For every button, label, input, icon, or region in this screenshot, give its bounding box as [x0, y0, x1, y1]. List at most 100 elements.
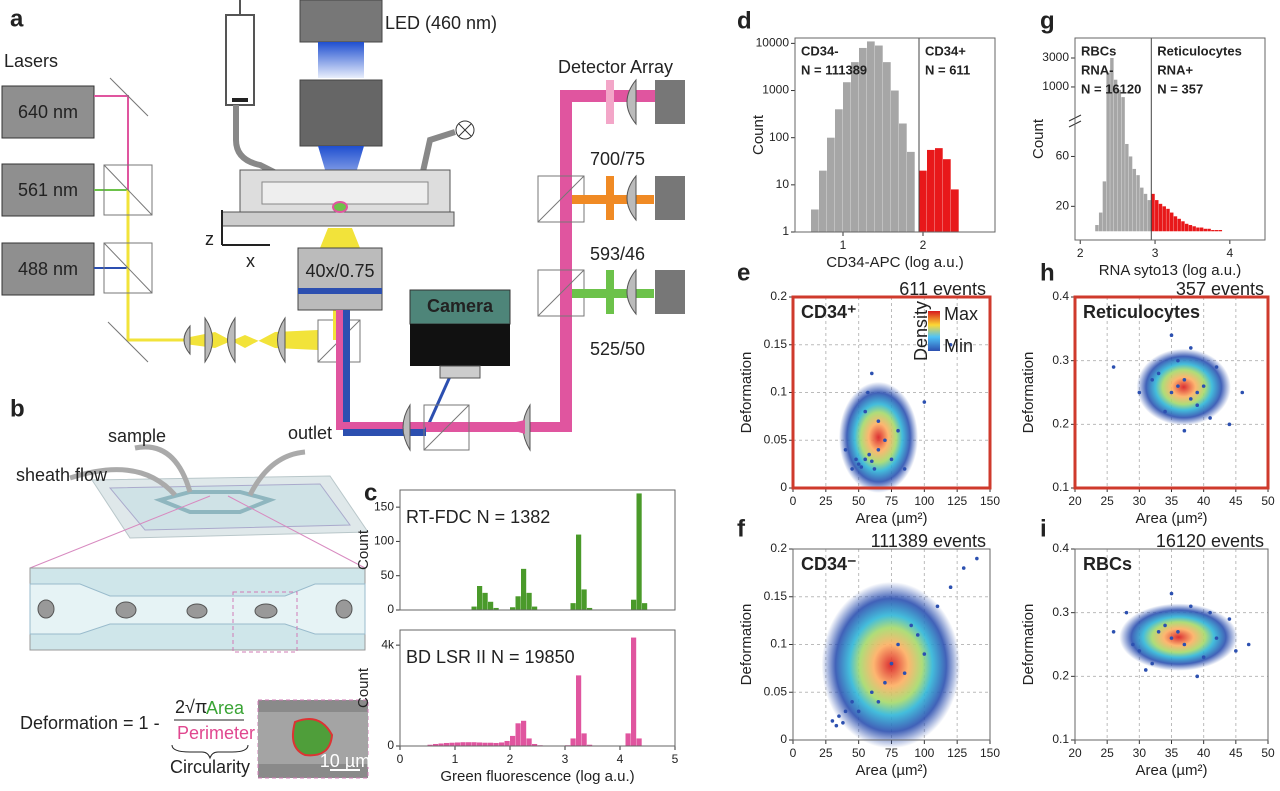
- series-annotation: RNA+: [1157, 62, 1193, 77]
- schematic-shape: [606, 80, 614, 124]
- scatter-point: [834, 723, 839, 728]
- scatter-point: [1150, 661, 1154, 666]
- scatter-point: [902, 671, 907, 675]
- scatter-point: [870, 459, 874, 464]
- histogram-bar: [488, 601, 494, 610]
- scatter-point: [856, 462, 861, 466]
- schematic-shape: [320, 228, 360, 248]
- filter-label: 593/46: [590, 244, 645, 264]
- x-tick-label: 150: [980, 494, 1000, 508]
- y-tick-label: 0.1: [770, 385, 787, 399]
- scatter-point: [850, 467, 854, 471]
- histogram-bar: [1125, 143, 1129, 232]
- histogram-bar: [636, 738, 642, 746]
- scatter-point: [1201, 384, 1206, 388]
- histogram-bar: [499, 742, 505, 746]
- histogram-bar: [631, 637, 637, 746]
- plot-frame: [1073, 295, 1270, 490]
- histogram-bar: [1106, 72, 1110, 232]
- scatter-point: [961, 566, 966, 570]
- plot-frame: [1074, 548, 1269, 741]
- x-tick-label: 20: [1068, 746, 1082, 760]
- scatter-point: [863, 409, 868, 414]
- scatter-point: [1131, 642, 1135, 647]
- schematic-shape: [426, 422, 566, 432]
- formula-denominator: Perimeter: [177, 723, 255, 743]
- histogram-bar: [1196, 227, 1200, 232]
- plot-frame: [399, 489, 676, 611]
- scatter-point: [876, 700, 881, 704]
- panel-label: h: [1040, 259, 1055, 286]
- scatter-point: [876, 448, 881, 452]
- objective-label: 40x/0.75: [305, 261, 374, 281]
- y-axis-label: Count: [355, 529, 372, 570]
- histogram-bar: [1155, 200, 1159, 232]
- histogram-bar: [943, 159, 951, 232]
- chip-shape: [171, 744, 249, 760]
- series-annotation: Reticulocytes: [1157, 43, 1242, 58]
- x-tick-label: 2: [1077, 246, 1084, 260]
- x-axis-label: Area (µm²): [856, 762, 928, 779]
- histogram-bar: [1136, 175, 1140, 232]
- histogram-bar: [951, 189, 959, 232]
- formula: Deformation = 1 -: [20, 713, 160, 733]
- scatter-point: [909, 623, 913, 628]
- scatter-point: [883, 438, 887, 443]
- event-count: 16120 events: [1156, 531, 1264, 551]
- scatter-point: [1227, 422, 1232, 427]
- histogram-bar: [927, 149, 935, 232]
- schematic-shape: [107, 321, 149, 363]
- schematic-shape: [560, 92, 572, 432]
- y-tick-label: 0.2: [770, 541, 787, 555]
- scatter-point: [841, 721, 845, 725]
- scatter-point: [1182, 377, 1187, 382]
- histogram-bar: [587, 744, 593, 746]
- histogram-bar: [504, 740, 510, 746]
- scale-bar-label: 10 µm: [320, 751, 370, 771]
- panel-label: c: [364, 479, 377, 506]
- chip-shape: [227, 495, 366, 569]
- scatter-point: [1176, 629, 1180, 634]
- density-min: Min: [944, 336, 973, 356]
- histogram-bar: [1173, 216, 1178, 232]
- histogram-bar: [1181, 221, 1185, 232]
- y-tick-label: 0.3: [1052, 605, 1069, 619]
- histogram-bar: [1218, 230, 1223, 232]
- scatter-point: [1214, 365, 1219, 369]
- schematic-shape: [233, 105, 302, 188]
- histogram-bar: [471, 742, 477, 746]
- histogram-bar: [1102, 181, 1107, 232]
- y-tick-label: 0.4: [1052, 289, 1069, 303]
- histogram-bar: [532, 606, 538, 610]
- scatter-point: [1234, 649, 1238, 653]
- x-axis-label: RNA syto13 (log a.u.): [1099, 262, 1242, 279]
- schematic-shape: [606, 270, 614, 314]
- y-tick-label: 0.3: [1052, 353, 1069, 367]
- x-axis-label: CD34-APC (log a.u.): [826, 254, 964, 271]
- histogram-bar: [835, 109, 843, 232]
- x-tick-label: 1: [840, 238, 847, 252]
- histogram-bar: [907, 151, 915, 232]
- plot-frame: [399, 629, 676, 747]
- inlet-label: sheath flow: [16, 465, 108, 485]
- y-tick-label: 0.4: [1052, 541, 1069, 555]
- histogram-bar: [919, 170, 927, 232]
- y-tick-label: 0: [780, 480, 787, 494]
- chip-shape: [29, 495, 211, 569]
- scatter-point: [1169, 636, 1174, 640]
- histogram-bar: [488, 742, 494, 746]
- histogram-bar: [1140, 187, 1144, 232]
- y-axis-label: Deformation: [738, 352, 755, 434]
- scatter-point: [1137, 649, 1142, 653]
- histogram-bar: [510, 607, 516, 610]
- histogram-bar: [587, 607, 593, 610]
- histogram-bar: [515, 723, 521, 746]
- scatter-point: [863, 457, 868, 462]
- panel-label: d: [737, 7, 752, 34]
- y-tick-label: 3000: [1042, 50, 1069, 64]
- y-tick-label: 60: [1056, 149, 1070, 163]
- histogram-bar: [493, 742, 499, 746]
- scatter-point: [1189, 604, 1193, 609]
- histogram-bar: [521, 720, 527, 746]
- scatter-point: [889, 661, 894, 666]
